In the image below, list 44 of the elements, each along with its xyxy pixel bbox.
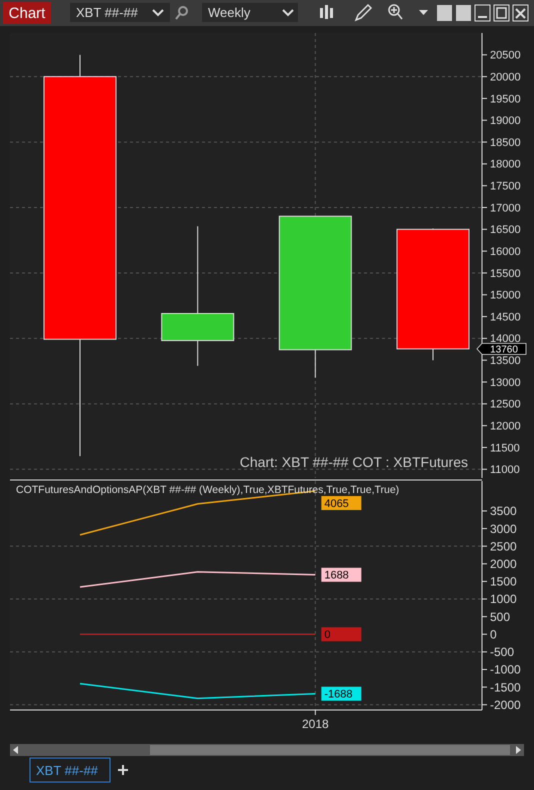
y-tick-label: 11500 <box>490 442 520 454</box>
data-label: 0 <box>324 629 330 642</box>
x-tick-label: 2018 <box>302 717 330 731</box>
y-tick-label: 17500 <box>490 180 521 193</box>
data-label: 4065 <box>324 498 349 510</box>
y-tick-label: 12000 <box>490 420 521 432</box>
y-tick-label: 500 <box>490 610 510 624</box>
y-tick-label: 15500 <box>490 268 521 280</box>
text: XBT ##-## <box>36 763 99 778</box>
y-tick-label: 1000 <box>490 592 518 606</box>
y-tick-label: 19500 <box>490 93 521 106</box>
y-tick-label: 12500 <box>490 398 521 411</box>
y-tick-label: 13500 <box>490 355 521 368</box>
y-tick-label: -500 <box>490 645 514 660</box>
annotation: Chart: XBT ##-## COT : XBTFutures <box>240 454 468 470</box>
y-tick-label: 20500 <box>490 50 521 62</box>
y-tick-label: 18000 <box>490 158 521 171</box>
chart-title: COTFuturesAndOptionsAP(XBT ##-## (Weekly),True,XBTFutures,True,True,True) <box>16 484 400 496</box>
text: Weekly <box>208 5 251 20</box>
text: XBT ##-## <box>76 5 139 20</box>
text: 13760 <box>490 344 518 356</box>
y-tick-label: 18500 <box>490 136 521 149</box>
y-tick-label: 16000 <box>490 246 521 258</box>
y-tick-label: 16500 <box>490 224 521 236</box>
y-tick-label: 11000 <box>490 464 520 476</box>
y-tick-label: -1000 <box>490 662 522 677</box>
y-tick-label: 3000 <box>490 522 518 536</box>
y-tick-label: 2000 <box>490 556 518 571</box>
y-tick-label: 20000 <box>490 71 521 84</box>
y-tick-label: 14000 <box>490 333 521 346</box>
y-tick-label: 1500 <box>490 574 518 589</box>
data-label: 1688 <box>324 570 349 582</box>
y-tick-label: 17000 <box>490 202 521 214</box>
y-tick-label: 19000 <box>490 115 521 128</box>
y-tick-label: 15000 <box>490 290 521 302</box>
y-tick-label: 13000 <box>490 376 521 389</box>
y-tick-label: -1500 <box>490 680 522 694</box>
chart-title: Chart <box>8 5 46 22</box>
y-tick-label: -2000 <box>490 698 522 712</box>
y-tick-label: 3500 <box>490 504 518 518</box>
y-tick-label: 14500 <box>490 311 521 324</box>
data-label: -1688 <box>324 688 352 701</box>
y-tick-label: 0 <box>490 627 497 642</box>
y-tick-label: 2500 <box>490 539 518 554</box>
